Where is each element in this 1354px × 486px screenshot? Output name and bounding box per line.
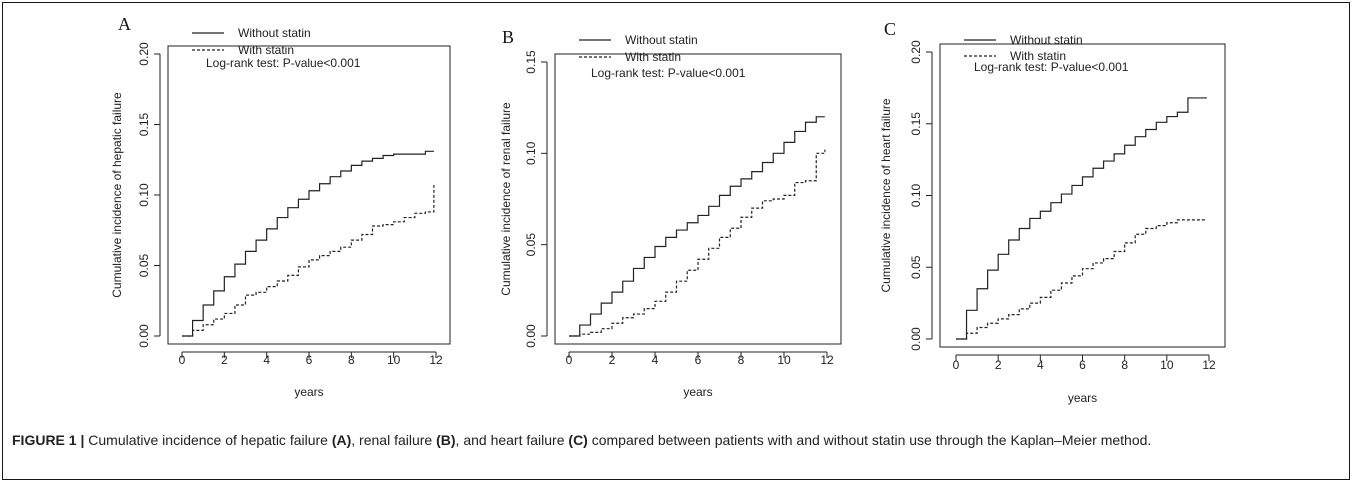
panel-a: A 0 2 4 6 8 10 12 0.00 0.05 0.10 0.15 0.20 years Cumul… (110, 14, 451, 399)
series-line-without-statin (569, 116, 825, 337)
y-tick-label: 0.10 (909, 183, 923, 207)
x-tick-label: 8 (738, 353, 745, 367)
x-tick-label: 2 (609, 353, 616, 367)
x-axis-label: years (683, 385, 712, 399)
figure-frame (2, 2, 1350, 480)
figure-caption: FIGURE 1 | Cumulative incidence of hepat… (12, 430, 1342, 450)
x-tick-label: 10 (387, 353, 401, 367)
x-tick-label: 8 (348, 353, 355, 367)
y-tick-label: 0.10 (524, 141, 538, 165)
x-tick-label: 0 (566, 353, 573, 367)
y-tick-label: 0.20 (137, 42, 151, 66)
y-tick-label: 0.05 (909, 255, 923, 279)
x-tick-label: 0 (953, 358, 960, 372)
x-tick-label: 10 (1160, 358, 1174, 372)
legend-label: With statin (238, 43, 294, 57)
x-tick-label: 4 (652, 353, 659, 367)
y-tick-label: 0.15 (524, 50, 538, 74)
plot-box (554, 53, 842, 345)
x-tick-label: 10 (777, 353, 791, 367)
x-tick-label: 0 (179, 353, 186, 367)
x-tick-label: 2 (221, 353, 228, 367)
y-tick-label: 0.20 (909, 40, 923, 64)
x-tick-label: 6 (306, 353, 313, 367)
caption-ref-a: (A) (331, 432, 352, 448)
panel-c: C 0 2 4 6 8 10 12 0.00 0.05 0.10 0.15 0.20 years Cumul… (879, 19, 1226, 405)
x-axis-label: years (1068, 391, 1097, 405)
caption-ref-c: (C) (568, 432, 588, 448)
x-tick-label: 12 (429, 353, 443, 367)
caption-text-4: compared between patients with and witho… (587, 432, 1152, 448)
figure-panels: A 0 2 4 6 8 10 12 0.00 0.05 0.10 0.15 0.20 years Cumul… (110, 14, 1226, 405)
y-tick-label: 0.15 (137, 112, 151, 136)
legend-label: Without statin (238, 26, 311, 40)
series-line-with-statin (956, 219, 1207, 340)
caption-ref-b: (B) (436, 432, 456, 448)
panel-letter: C (884, 19, 896, 39)
caption-text-3: , and heart failure (455, 432, 569, 448)
x-tick-label: 4 (1037, 358, 1044, 372)
log-rank-annotation: Log-rank test: P-value<0.001 (591, 66, 746, 80)
series-line-without-statin (956, 97, 1207, 340)
plot-box (939, 43, 1226, 348)
legend-label: Without statin (1010, 33, 1083, 47)
series-line-with-statin (182, 185, 435, 337)
x-axis-label: years (294, 385, 323, 399)
caption-text-1: Cumulative incidence of hepatic failure (84, 432, 332, 448)
panel-b: B 0 2 4 6 8 10 12 0.00 0.05 0.10 0.15 years Cumulativ… (499, 27, 842, 399)
y-axis-label: Cumulative incidence of heart failure (879, 98, 893, 292)
x-tick-label: 8 (1121, 358, 1128, 372)
y-tick-label: 0.05 (137, 253, 151, 277)
x-tick-label: 12 (1202, 358, 1216, 372)
log-rank-annotation: Log-rank test: P-value<0.001 (206, 56, 361, 70)
panel-letter: B (502, 27, 514, 47)
y-tick-label: 0.05 (524, 233, 538, 257)
legend-label: Without statin (625, 33, 698, 47)
x-tick-label: 6 (1079, 358, 1086, 372)
panel-letter: A (118, 14, 131, 34)
caption-text-2: , renal failure (351, 432, 437, 448)
x-tick-label: 12 (820, 353, 834, 367)
y-tick-label: 0.00 (524, 324, 538, 348)
y-axis-label: Cumulative incidence of renal failure (499, 102, 513, 296)
x-tick-label: 2 (995, 358, 1002, 372)
x-tick-label: 4 (263, 353, 270, 367)
series-line-without-statin (182, 150, 434, 337)
y-tick-label: 0.00 (909, 327, 923, 351)
log-rank-annotation: Log-rank test: P-value<0.001 (974, 60, 1129, 74)
y-tick-label: 0.10 (137, 183, 151, 207)
caption-label: FIGURE 1 | (12, 432, 85, 448)
y-tick-label: 0.15 (909, 112, 923, 136)
y-tick-label: 0.00 (137, 324, 151, 348)
series-line-with-statin (569, 149, 826, 337)
plot-box (167, 45, 451, 345)
legend-label: With statin (1010, 49, 1066, 63)
y-axis-label: Cumulative incidence of hepatic failure (110, 92, 124, 298)
x-tick-label: 6 (695, 353, 702, 367)
legend-label: With statin (625, 50, 681, 64)
